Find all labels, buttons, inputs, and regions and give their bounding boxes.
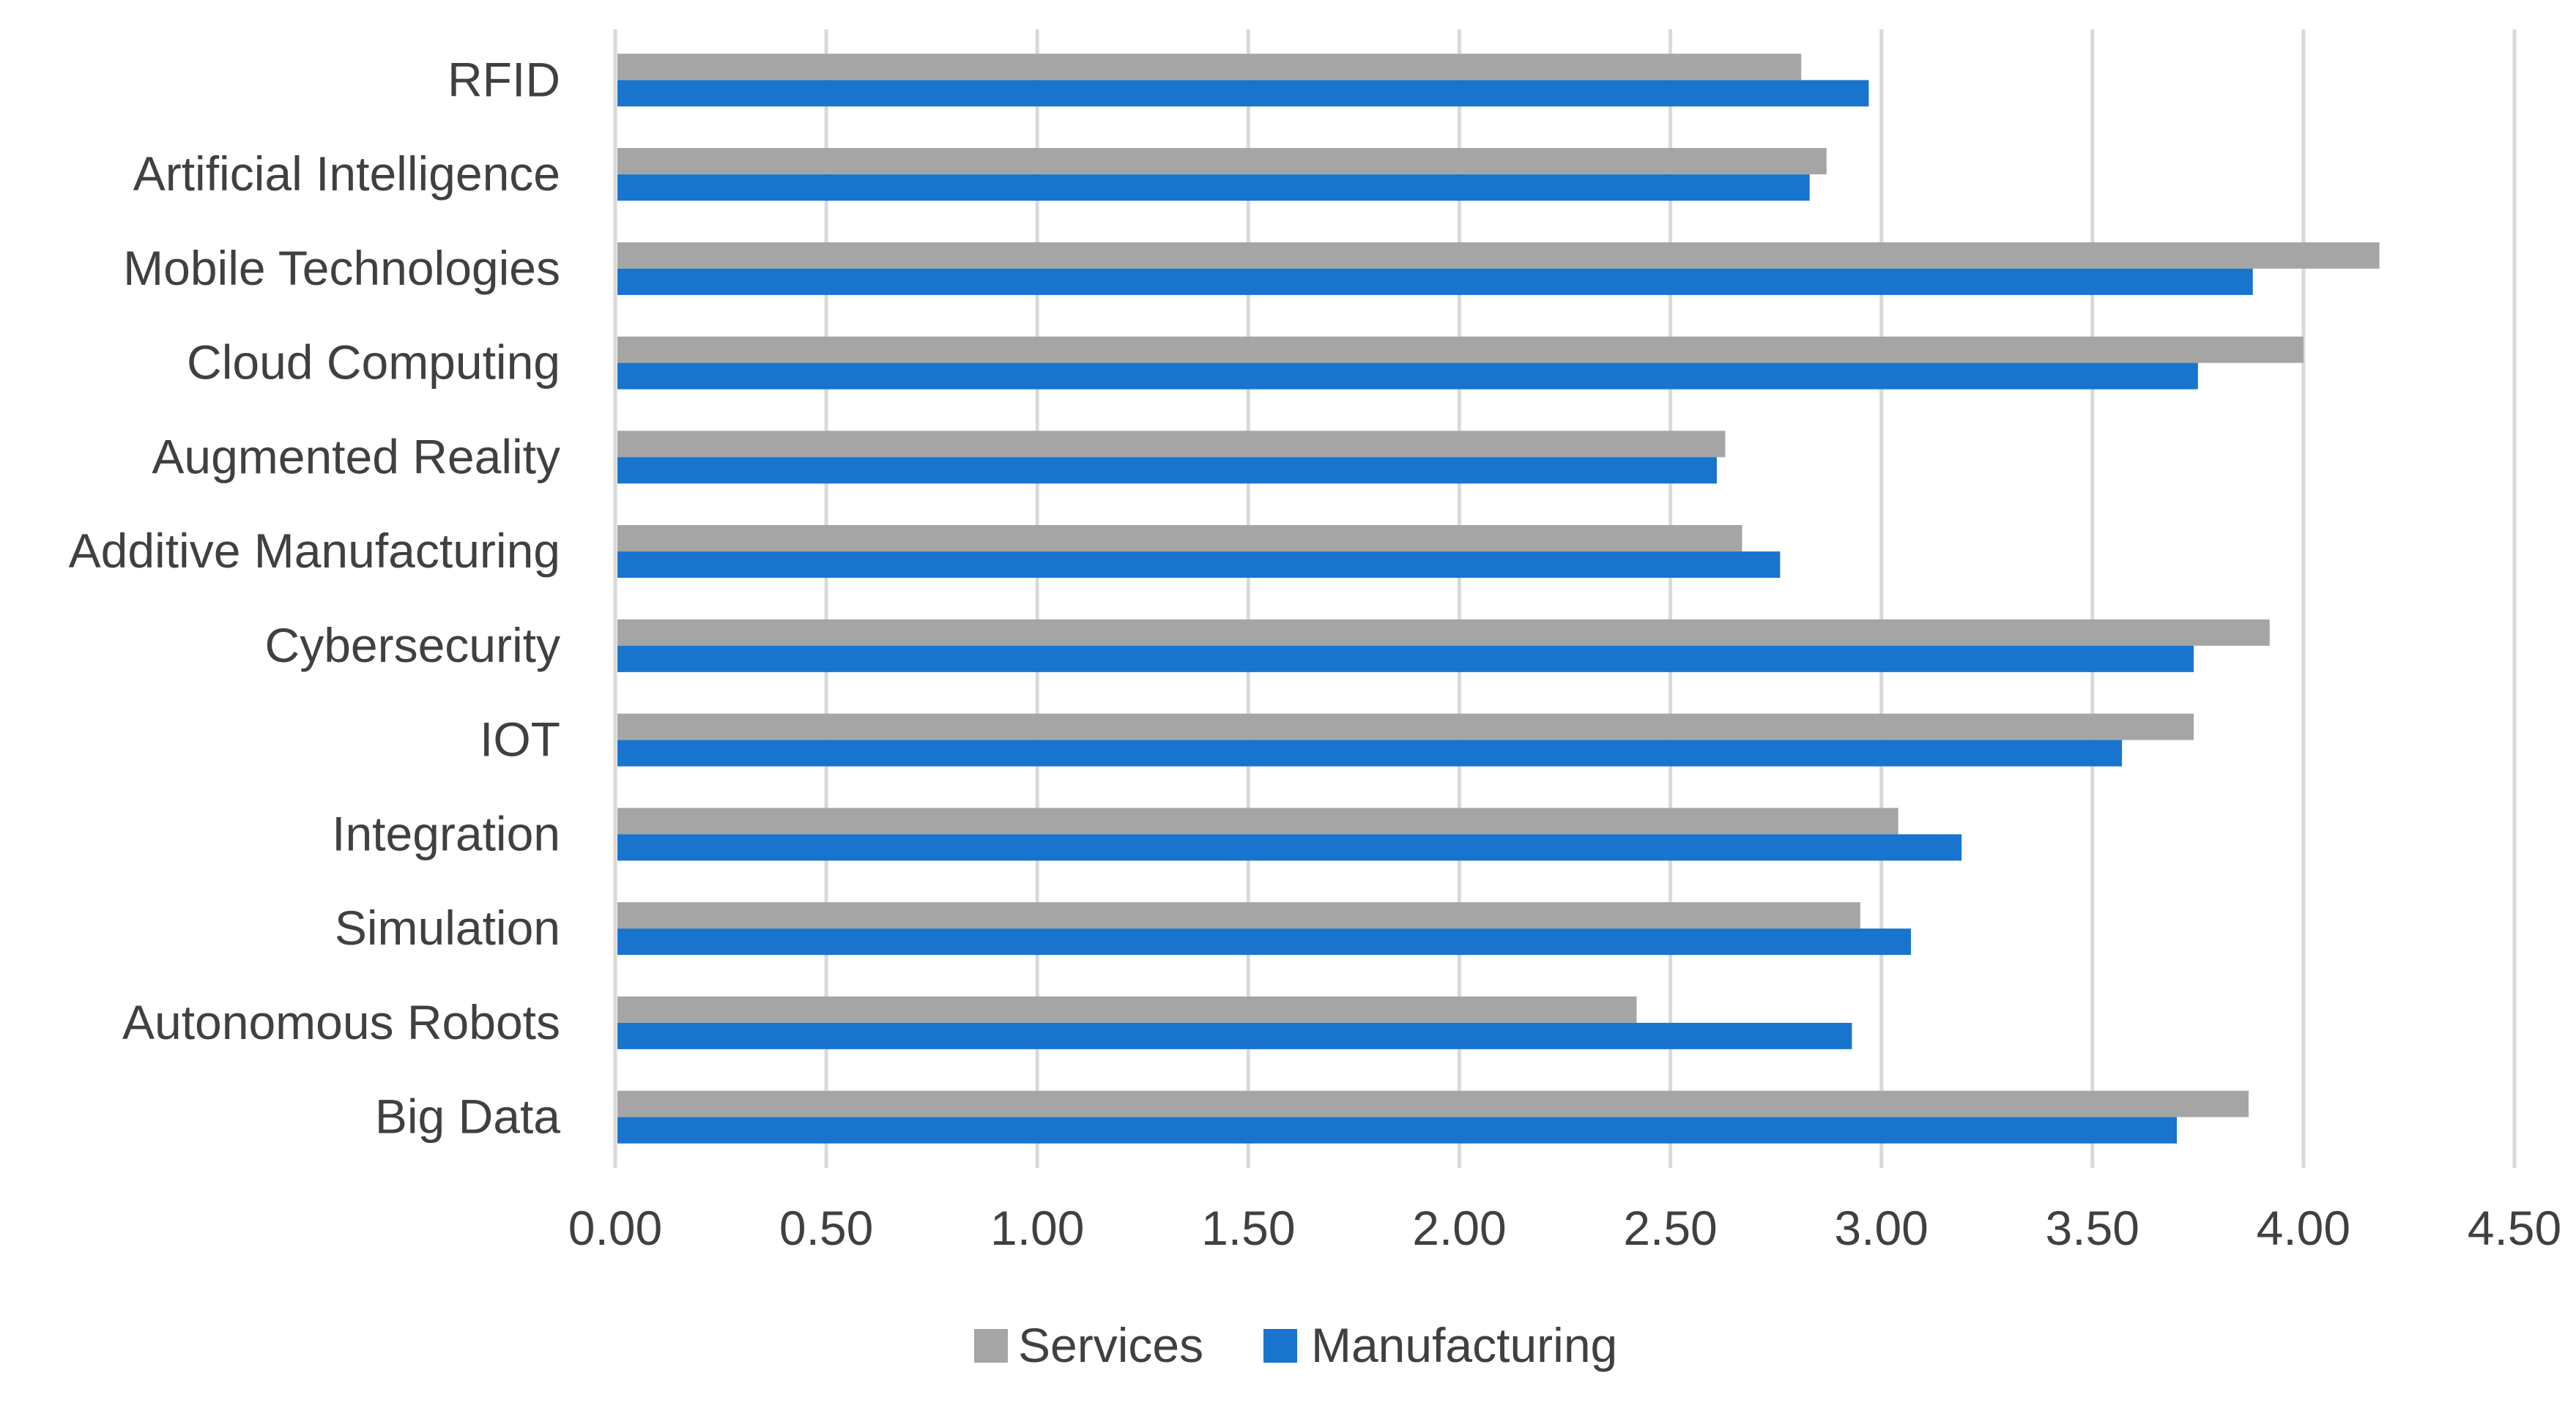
x-tick-label: 1.00 xyxy=(990,1201,1084,1255)
category-label: Cloud Computing xyxy=(187,335,560,390)
bar-services-augmented-reality xyxy=(617,431,1726,458)
bar-manufacturing-simulation xyxy=(617,928,1912,956)
x-tick-label: 2.50 xyxy=(1623,1201,1717,1255)
x-tick-label: 3.00 xyxy=(1834,1201,1928,1255)
legend-label-services: Services xyxy=(1018,1318,1203,1372)
legend-swatch-services xyxy=(974,1329,1008,1363)
bar-manufacturing-big-data xyxy=(617,1117,2178,1144)
bar-manufacturing-cybersecurity xyxy=(617,645,2194,672)
bar-services-integration xyxy=(617,808,1898,835)
legend: Services Manufacturing xyxy=(974,1318,1617,1372)
bar-manufacturing-cloud-computing xyxy=(617,362,2198,390)
category-label: Augmented Reality xyxy=(152,429,560,483)
bar-manufacturing-augmented-reality xyxy=(617,457,1717,484)
category-label: Integration xyxy=(332,806,560,860)
legend-swatch-manufacturing xyxy=(1263,1329,1297,1363)
legend-label-manufacturing: Manufacturing xyxy=(1311,1318,1617,1372)
x-tick-label: 2.00 xyxy=(1412,1201,1506,1255)
bar-manufacturing-rfid xyxy=(617,80,1869,107)
category-label: Big Data xyxy=(375,1090,560,1144)
x-tick-label: 3.50 xyxy=(2046,1201,2139,1255)
bars xyxy=(617,53,2380,1144)
category-label: IOT xyxy=(480,712,560,767)
bar-services-mobile-technologies xyxy=(617,242,2380,269)
x-tick-label: 0.00 xyxy=(568,1201,662,1255)
bar-manufacturing-autonomous-robots xyxy=(617,1022,1852,1049)
x-tick-label: 0.50 xyxy=(779,1201,873,1255)
bar-manufacturing-additive-manufacturing xyxy=(617,551,1781,578)
x-tick-label: 4.50 xyxy=(2468,1201,2561,1255)
gridlines xyxy=(613,29,2517,1168)
category-label: Simulation xyxy=(335,901,560,955)
category-label: Additive Manufacturing xyxy=(69,524,560,578)
category-label: Autonomous Robots xyxy=(122,995,560,1049)
bar-services-autonomous-robots xyxy=(617,996,1637,1023)
x-tick-label: 4.00 xyxy=(2257,1201,2350,1255)
category-labels: RFID Artificial Intelligence Mobile Techno… xyxy=(69,52,561,1143)
bar-services-artificial-intelligence xyxy=(617,148,1827,175)
category-label: Mobile Technologies xyxy=(123,241,560,295)
bar-services-additive-manufacturing xyxy=(617,525,1742,552)
bar-services-simulation xyxy=(617,902,1860,929)
bar-services-big-data xyxy=(617,1090,2249,1117)
bar-manufacturing-artificial-intelligence xyxy=(617,174,1810,201)
bar-services-cloud-computing xyxy=(617,336,2304,363)
category-label: Artificial Intelligence xyxy=(133,146,560,201)
bar-manufacturing-iot xyxy=(617,740,2123,767)
bar-manufacturing-mobile-technologies xyxy=(617,268,2253,295)
category-label: RFID xyxy=(448,52,560,106)
bar-services-iot xyxy=(617,713,2194,740)
x-tick-label: 1.50 xyxy=(1201,1201,1295,1255)
category-label: Cybersecurity xyxy=(265,618,560,672)
bar-services-rfid xyxy=(617,53,1802,81)
bar-services-cybersecurity xyxy=(617,619,2270,646)
x-tick-labels: 0.00 0.50 1.00 1.50 2.00 2.50 3.00 3.50 4.00 4.50 xyxy=(568,1201,2561,1255)
bar-manufacturing-integration xyxy=(617,834,1962,861)
